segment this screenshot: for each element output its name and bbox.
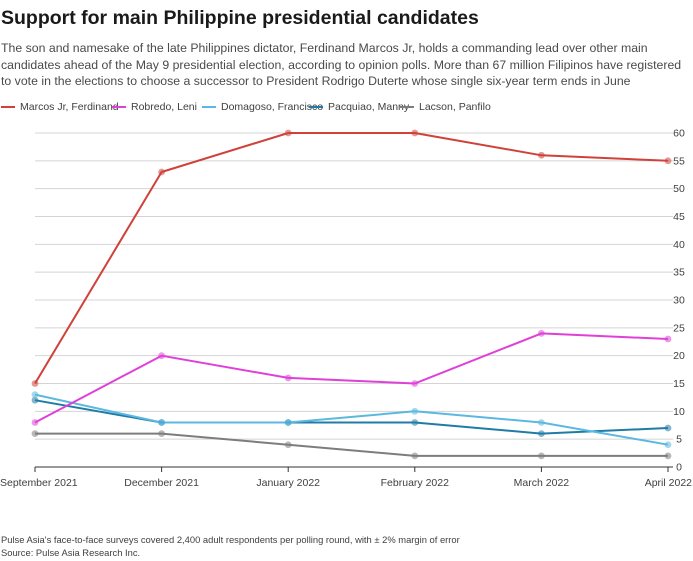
x-tick-label: January 2022 (256, 477, 320, 489)
data-point-robredo (664, 335, 672, 343)
legend-swatch-domagoso (202, 106, 216, 108)
data-point-domagoso (664, 441, 672, 449)
source-note: Source: Pulse Asia Research Inc. (1, 546, 141, 558)
series-line-lacson (35, 432, 668, 457)
data-point-pacquiao (538, 430, 545, 437)
series-points (31, 129, 672, 460)
methodology-note: Pulse Asia's face-to-face surveys covere… (1, 534, 460, 545)
legend-label-marcos: Marcos Jr, Ferdinand (20, 101, 119, 113)
series-line-domagoso (34, 393, 669, 446)
data-point-marcos-jr (284, 129, 292, 137)
x-tick-label: December 2021 (124, 477, 199, 489)
legend-swatch-pacquiao (309, 106, 323, 108)
legend-label-robredo: Robredo, Leni (131, 101, 197, 113)
legend-item-robredo: Robredo, Leni (112, 101, 197, 113)
chart-title: Support for main Philippine presidential… (1, 7, 479, 29)
y-tick-label: 10 (673, 406, 685, 418)
data-point-robredo (158, 352, 166, 360)
y-tick-label: 5 (676, 434, 682, 446)
y-tick-label: 40 (673, 239, 685, 251)
data-point-lacson (31, 430, 39, 437)
y-tick-label: 60 (673, 128, 685, 140)
data-point-marcos-jr (664, 157, 672, 165)
y-tick-label: 50 (673, 183, 685, 195)
data-point-domagoso (538, 419, 545, 426)
data-point-marcos-jr (538, 151, 545, 159)
line-chart: 0 5 10 15 20 25 30 35 40 45 50 55 60 September 2021 D… (0, 128, 692, 490)
data-point-domagoso (284, 419, 292, 426)
data-point-marcos-jr (158, 168, 166, 176)
data-point-robredo (284, 374, 292, 382)
data-point-domagoso (158, 419, 166, 426)
y-tick-label: 15 (673, 378, 685, 390)
data-point-lacson (411, 452, 419, 460)
y-tick-label: 25 (673, 322, 685, 334)
data-point-lacson (664, 452, 672, 460)
x-tick-label: September 2021 (0, 477, 78, 489)
legend-swatch-marcos (1, 106, 15, 108)
x-tick-label: April 2022 (645, 477, 692, 489)
series-lines (34, 132, 669, 457)
data-point-marcos-jr (31, 380, 39, 387)
x-tick-label: February 2022 (381, 477, 449, 489)
data-point-marcos-jr (411, 129, 419, 137)
y-tick-label: 0 (676, 462, 682, 474)
data-point-domagoso (31, 391, 39, 399)
data-point-lacson (538, 452, 545, 460)
y-tick-label: 45 (673, 211, 685, 223)
data-point-robredo (31, 419, 39, 426)
legend-item-pacquiao: Pacquiao, Manny (309, 101, 409, 113)
data-point-domagoso (411, 407, 419, 415)
legend-item-marcos: Marcos Jr, Ferdinand (1, 101, 119, 113)
legend-item-lacson: Lacson, Panfilo (400, 101, 491, 113)
legend-swatch-robredo (112, 106, 126, 108)
data-point-pacquiao (664, 424, 672, 432)
legend-item-domagoso: Domagoso, Francisco (202, 101, 323, 113)
data-point-robredo (411, 380, 419, 387)
legend-label-domagoso: Domagoso, Francisco (221, 101, 324, 113)
data-point-lacson (158, 430, 166, 437)
x-tick-label: March 2022 (514, 477, 570, 489)
series-line-robredo (34, 332, 669, 424)
y-tick-label: 30 (673, 295, 685, 307)
data-point-pacquiao (31, 396, 39, 404)
gridlines (35, 132, 673, 468)
data-point-robredo (538, 330, 545, 337)
y-tick-label: 55 (673, 155, 685, 167)
series-line-marcos-jr (34, 132, 669, 385)
data-point-lacson (284, 441, 292, 449)
legend-swatch-lacson (400, 106, 414, 108)
data-point-pacquiao (411, 419, 419, 426)
legend-label-lacson: Lacson, Panfilo (419, 101, 491, 113)
y-tick-label: 35 (673, 267, 685, 279)
footnote: Pulse Asia's face-to-face surveys covere… (1, 534, 460, 559)
x-axis-ticks: September 2021 December 2021 January 2022 F… (0, 467, 692, 489)
y-axis-ticks: 0 5 10 15 20 25 30 35 40 45 50 55 60 (673, 128, 685, 474)
legend-label-pacquiao: Pacquiao, Manny (328, 101, 410, 113)
y-tick-label: 20 (673, 350, 685, 362)
chart-subtitle: The son and namesake of the late Philipp… (1, 41, 682, 88)
